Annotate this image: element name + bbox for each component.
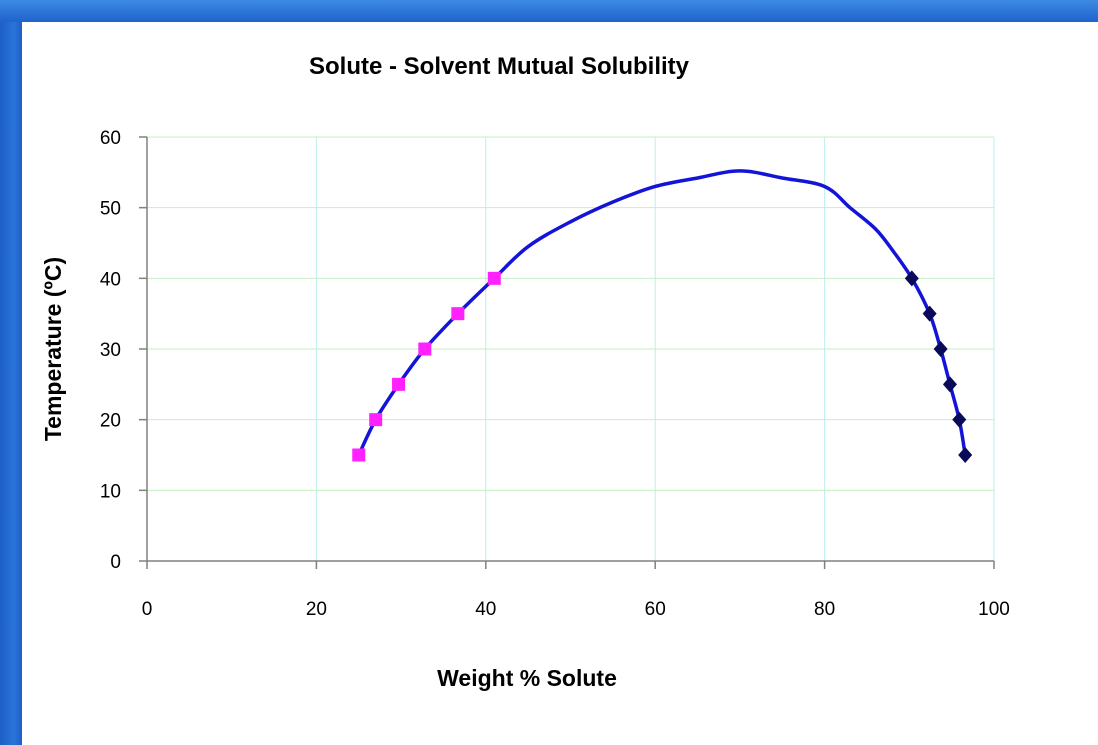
solubility-curve [357, 169, 967, 457]
y-tick-label: 60 [100, 128, 121, 149]
y-tick-label: 20 [100, 411, 121, 432]
diamond-marker [942, 376, 957, 393]
x-axis-title: Weight % Solute [437, 665, 617, 691]
x-tick-label: 40 [475, 599, 496, 620]
y-tick-label: 0 [110, 552, 121, 573]
solubility-curve-line [357, 169, 967, 457]
diamond-marker [922, 305, 937, 322]
square-marker [451, 307, 465, 321]
y-tick-labels: 0 10 20 30 40 50 60 [100, 128, 121, 573]
y-axis-title: Temperature (ºC) [40, 257, 66, 441]
square-marker [487, 271, 501, 285]
diamond-marker [952, 411, 967, 428]
square-marker [392, 377, 406, 391]
x-tick-label: 20 [306, 599, 327, 620]
square-marker [418, 342, 432, 356]
square-marker [352, 448, 366, 462]
chart-panel [22, 22, 1098, 745]
diamond-marker [958, 447, 973, 463]
x-tick-label: 0 [142, 599, 153, 620]
gridlines [147, 136, 995, 561]
slide-top-bar [0, 0, 1098, 22]
x-tick-label: 60 [645, 599, 666, 620]
data-markers [352, 270, 973, 463]
y-tick-label: 40 [100, 269, 121, 290]
y-tick-label: 10 [100, 481, 121, 502]
axes [139, 136, 995, 569]
x-tick-label: 100 [978, 599, 1010, 620]
diamond-marker [904, 270, 919, 287]
square-marker [369, 413, 383, 427]
x-tick-labels: 0 20 40 60 80 100 [142, 599, 1010, 620]
y-tick-label: 50 [100, 199, 121, 220]
diamond-marker [933, 341, 948, 357]
y-tick-label: 30 [100, 340, 121, 361]
x-tick-label: 80 [814, 599, 835, 620]
chart-title: Solute - Solvent Mutual Solubility [309, 53, 690, 80]
